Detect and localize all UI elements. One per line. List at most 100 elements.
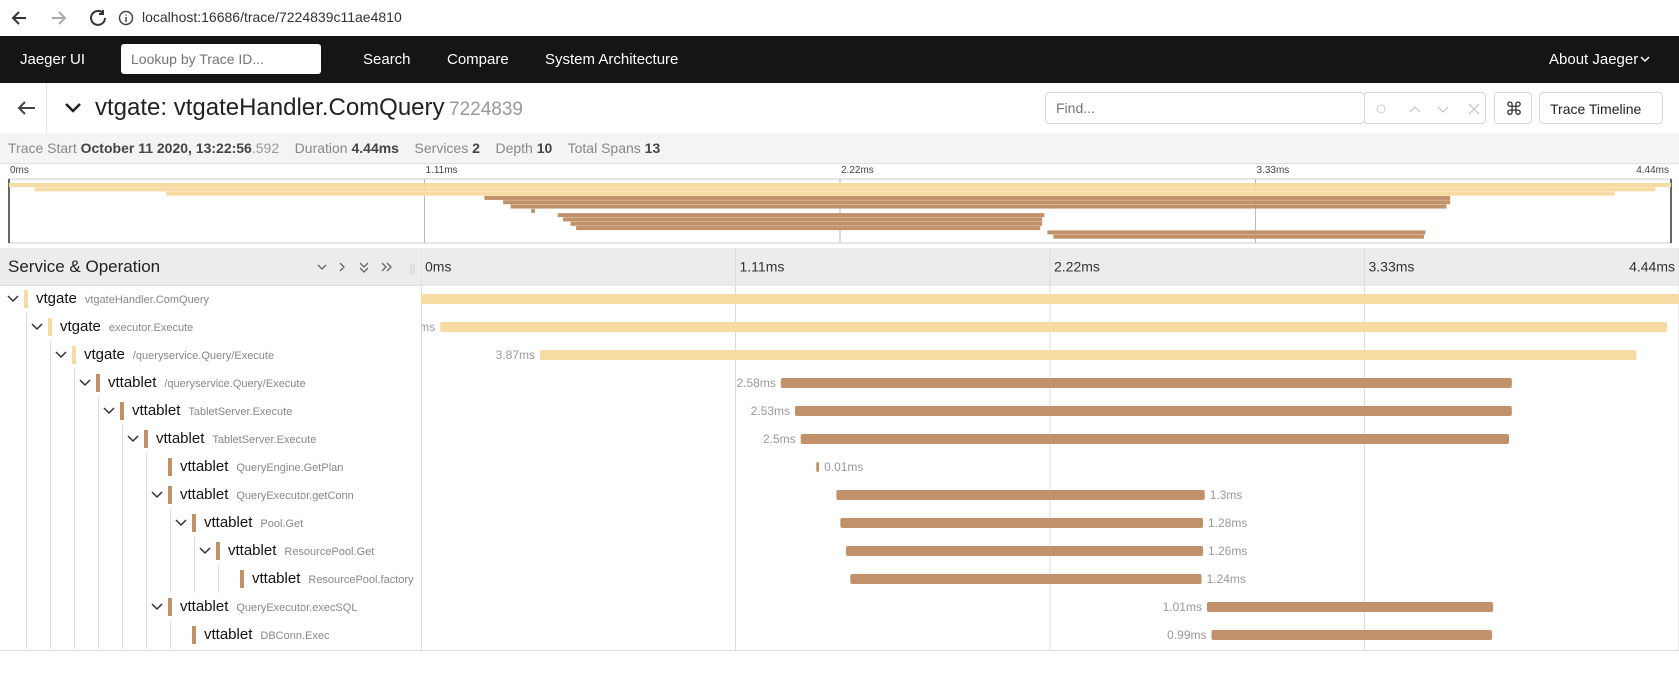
value: 2 [472,140,480,156]
span-bar[interactable] [800,434,1509,444]
row-toggle[interactable] [79,379,91,387]
service-color [240,570,244,588]
find-input[interactable] [1045,92,1365,124]
row-toggle[interactable] [175,519,187,527]
indent-guide [74,453,75,481]
span-row[interactable]: vttablet TabletServer.Execute [0,397,421,425]
span-row[interactable]: vttablet Pool.Get [0,509,421,537]
operation-name: /queryservice.Query/Execute [132,350,275,362]
indent-guide [170,565,171,593]
brand[interactable]: Jaeger UI [20,51,86,68]
span-row[interactable]: vtgate vtgateHandler.ComQuery [0,285,421,313]
minimap-span [1053,234,1424,239]
minimap-span [510,204,1447,209]
row-toggle[interactable] [7,295,19,303]
row-label: vtgate/queryservice.Query/Execute [84,346,274,364]
shortcut-button[interactable]: ⌘ [1494,92,1532,124]
span-row[interactable]: vttablet/queryservice.Query/Execute [0,369,421,397]
service-color [168,598,172,616]
span-row[interactable]: vttablet QueryEngine.GetPlan [0,453,421,481]
service-name: vttablet [204,514,253,531]
view-select[interactable]: Trace Timeline [1539,92,1663,124]
span-row[interactable]: vttablet QueryExecutor.execSQL [0,593,421,621]
row-toggle[interactable] [103,407,115,415]
value: 10 [536,140,553,156]
span-bar[interactable] [840,518,1203,528]
span-row[interactable]: vttablet TabletServer.Execute [0,425,421,453]
toggle-icon [199,547,211,555]
indent-guide [74,509,75,537]
span-bar[interactable] [421,294,1679,304]
duration-label: 2.53ms [751,404,790,418]
lookup-input[interactable] [121,44,321,74]
indent-guide [50,509,51,537]
nav-link[interactable]: Compare [447,51,509,68]
span-bar[interactable] [540,350,1637,360]
service-color [48,318,52,336]
row-toggle[interactable] [55,351,67,359]
span-row[interactable]: vttablet ResourcePool.Get [0,537,421,565]
span-bar[interactable] [816,462,820,472]
span-row[interactable]: vttablet ResourcePool.factory [0,565,421,593]
service-color [192,626,196,644]
duration-label: 0.99ms [1167,628,1206,642]
operation-name: DBConn.Exec [260,630,330,642]
browser-controls[interactable] [10,8,120,28]
span-bar[interactable] [846,546,1203,556]
minimap-span [34,187,1656,192]
span-bar[interactable] [795,406,1512,416]
operation-name: ResourcePool.Get [284,546,375,558]
indent-guide [98,621,99,649]
duration-label: 1.01ms [1163,600,1202,614]
indent-guide [26,509,27,537]
find-controls[interactable] [1364,92,1486,124]
nav-link[interactable]: System Architecture [545,51,679,68]
span-bar[interactable] [780,378,1512,388]
span-row[interactable]: vttablet QueryExecutor.getConn [0,481,421,509]
service-name: vttablet [132,402,181,419]
minimap[interactable]: 0ms 1.11ms 2.22ms 3.33ms 4.44ms [8,163,1672,245]
nav-link[interactable]: Search [363,51,411,68]
tree-header: Service & Operation [0,248,421,286]
row-label: vtgate executor.Execute [60,318,193,336]
about-menu[interactable]: About Jaeger [1549,51,1639,68]
row-toggle[interactable] [151,603,163,611]
row-toggle[interactable] [199,547,211,555]
service-name: vtgate [84,346,125,363]
svg-text:⌘: ⌘ [1505,99,1523,119]
back-button[interactable] [16,98,38,118]
url[interactable]: localhost:16686/trace/7224839c11ae4810 [142,9,402,25]
row-toggle[interactable] [127,435,139,443]
label: Total Spans [567,140,641,156]
span-bar[interactable] [440,322,1668,332]
span-bar[interactable] [850,574,1202,584]
span-bar[interactable] [836,490,1205,500]
row-label: vtgate vtgateHandler.ComQuery [36,290,209,308]
span-bar[interactable] [1211,630,1493,640]
indent-guide [170,537,171,565]
indent-guide [122,593,123,621]
minimap-span [484,195,1451,200]
summary-line: Trace Start October 11 2020, 13:22:56.59… [8,140,660,156]
span-row[interactable]: vttablet DBConn.Exec [0,621,421,649]
service-name: vttablet [180,486,229,503]
span-row[interactable]: vtgate executor.Execute [0,313,421,341]
info-icon [118,10,134,26]
service-color [168,486,172,504]
row-toggle[interactable] [151,491,163,499]
indent-guide [26,453,27,481]
service-name: vttablet [252,570,301,587]
operation-name: QueryEngine.GetPlan [236,462,344,474]
row-toggle[interactable] [31,323,43,331]
span-row[interactable]: vtgate/queryservice.Query/Execute [0,341,421,369]
minimap-tick-label: 1.11ms [426,165,458,176]
minimap-span [531,208,535,213]
indent-guide [26,341,27,369]
span-bar[interactable] [1206,602,1494,612]
indent-guide [146,593,147,621]
tree-controls[interactable] [316,260,416,276]
minimap-span [9,183,1671,187]
indent-guide [50,621,51,649]
indent-guide [74,593,75,621]
collapse-toggle[interactable] [64,102,82,114]
